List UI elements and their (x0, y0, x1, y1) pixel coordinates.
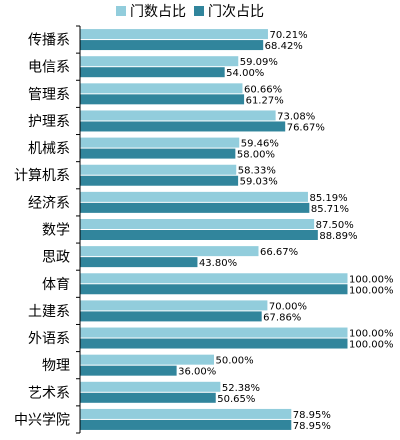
bar-course-ratio (80, 381, 221, 392)
legend-label-1: 门次占比 (208, 4, 264, 20)
category-label: 计算机系 (14, 168, 70, 184)
bar-course-ratio (80, 300, 268, 311)
data-label: 36.00% (178, 367, 216, 378)
category-label: 护理系 (28, 114, 70, 130)
data-label: 67.86% (263, 312, 301, 323)
bar-session-ratio (80, 311, 262, 322)
bar-session-ratio (80, 284, 348, 295)
category-label: 经济系 (28, 195, 70, 211)
category-label: 艺术系 (28, 385, 70, 401)
category-label: 机械系 (28, 141, 70, 157)
data-label: 70.21% (269, 30, 307, 41)
category-label: 外语系 (28, 331, 70, 347)
bar-course-ratio (80, 164, 237, 175)
data-label: 66.67% (260, 247, 298, 258)
legend-swatch-1 (194, 6, 204, 16)
data-label: 78.95% (293, 410, 331, 421)
data-label: 59.46% (241, 139, 279, 150)
data-label: 60.66% (244, 84, 282, 95)
category-label: 思政 (42, 250, 70, 266)
bar-course-ratio (80, 273, 348, 284)
bar-session-ratio (80, 40, 264, 51)
category-label: 体育 (42, 277, 70, 293)
legend-swatch-0 (116, 6, 126, 16)
data-label: 50.00% (216, 356, 254, 367)
category-label: 电信系 (28, 60, 70, 76)
category-label: 管理系 (28, 87, 70, 103)
bar-session-ratio (80, 365, 177, 376)
bar-session-ratio (80, 338, 348, 349)
bar-course-ratio (80, 110, 276, 121)
bar-course-ratio (80, 191, 308, 202)
bar-course-ratio (80, 137, 240, 148)
bar-session-ratio (80, 230, 318, 240)
data-label: 59.09% (240, 57, 278, 68)
bar-course-ratio (80, 408, 292, 419)
bar-session-ratio (80, 257, 198, 268)
bar-course-ratio (80, 29, 268, 40)
category-label: 传播系 (28, 33, 70, 49)
bar-course-ratio (80, 354, 214, 365)
data-label: 87.50% (316, 220, 354, 231)
data-label: 100.00% (349, 274, 394, 285)
data-label: 70.00% (269, 301, 307, 312)
bar-course-ratio (80, 219, 315, 229)
data-label: 68.42% (265, 41, 303, 52)
bar-session-ratio (80, 148, 236, 159)
bar-course-ratio (80, 83, 243, 94)
data-label: 85.71% (311, 204, 349, 215)
data-label: 54.00% (226, 68, 264, 79)
bar-session-ratio (80, 94, 245, 105)
legend: 门数占比 门次占比 (116, 4, 264, 20)
bar-session-ratio (80, 175, 239, 186)
bar-session-ratio (80, 419, 292, 430)
data-label: 85.19% (309, 193, 347, 204)
data-label: 100.00% (349, 329, 394, 340)
data-label: 100.00% (349, 285, 394, 296)
data-label: 76.67% (287, 122, 325, 133)
data-label: 61.27% (246, 95, 284, 106)
data-label: 59.03% (240, 177, 278, 188)
bar-course-ratio (80, 246, 259, 257)
data-label: 58.33% (238, 166, 276, 177)
legend-label-0: 门数占比 (130, 4, 186, 20)
data-label: 100.00% (349, 340, 394, 351)
data-label: 73.08% (277, 111, 315, 122)
data-label: 52.38% (222, 383, 260, 394)
category-label: 物理 (42, 358, 70, 374)
bar-course-ratio (80, 56, 239, 67)
bar-session-ratio (80, 392, 216, 403)
bar-course-ratio (80, 327, 348, 338)
category-label: 数学 (42, 223, 70, 239)
category-label: 土建系 (28, 304, 70, 320)
data-label: 43.80% (199, 258, 237, 269)
data-label: 50.65% (217, 394, 255, 405)
category-label: 中兴学院 (14, 412, 70, 428)
data-label: 88.89% (319, 231, 357, 242)
data-label: 78.95% (293, 421, 331, 432)
plot-area: 传播系 70.21%68.42%电信系 59.09%54.00%管理系 60.66%6… (14, 25, 394, 434)
bar-session-ratio (80, 121, 286, 132)
data-label: 58.00% (237, 150, 275, 161)
bar-session-ratio (80, 67, 225, 78)
bar-session-ratio (80, 202, 310, 213)
